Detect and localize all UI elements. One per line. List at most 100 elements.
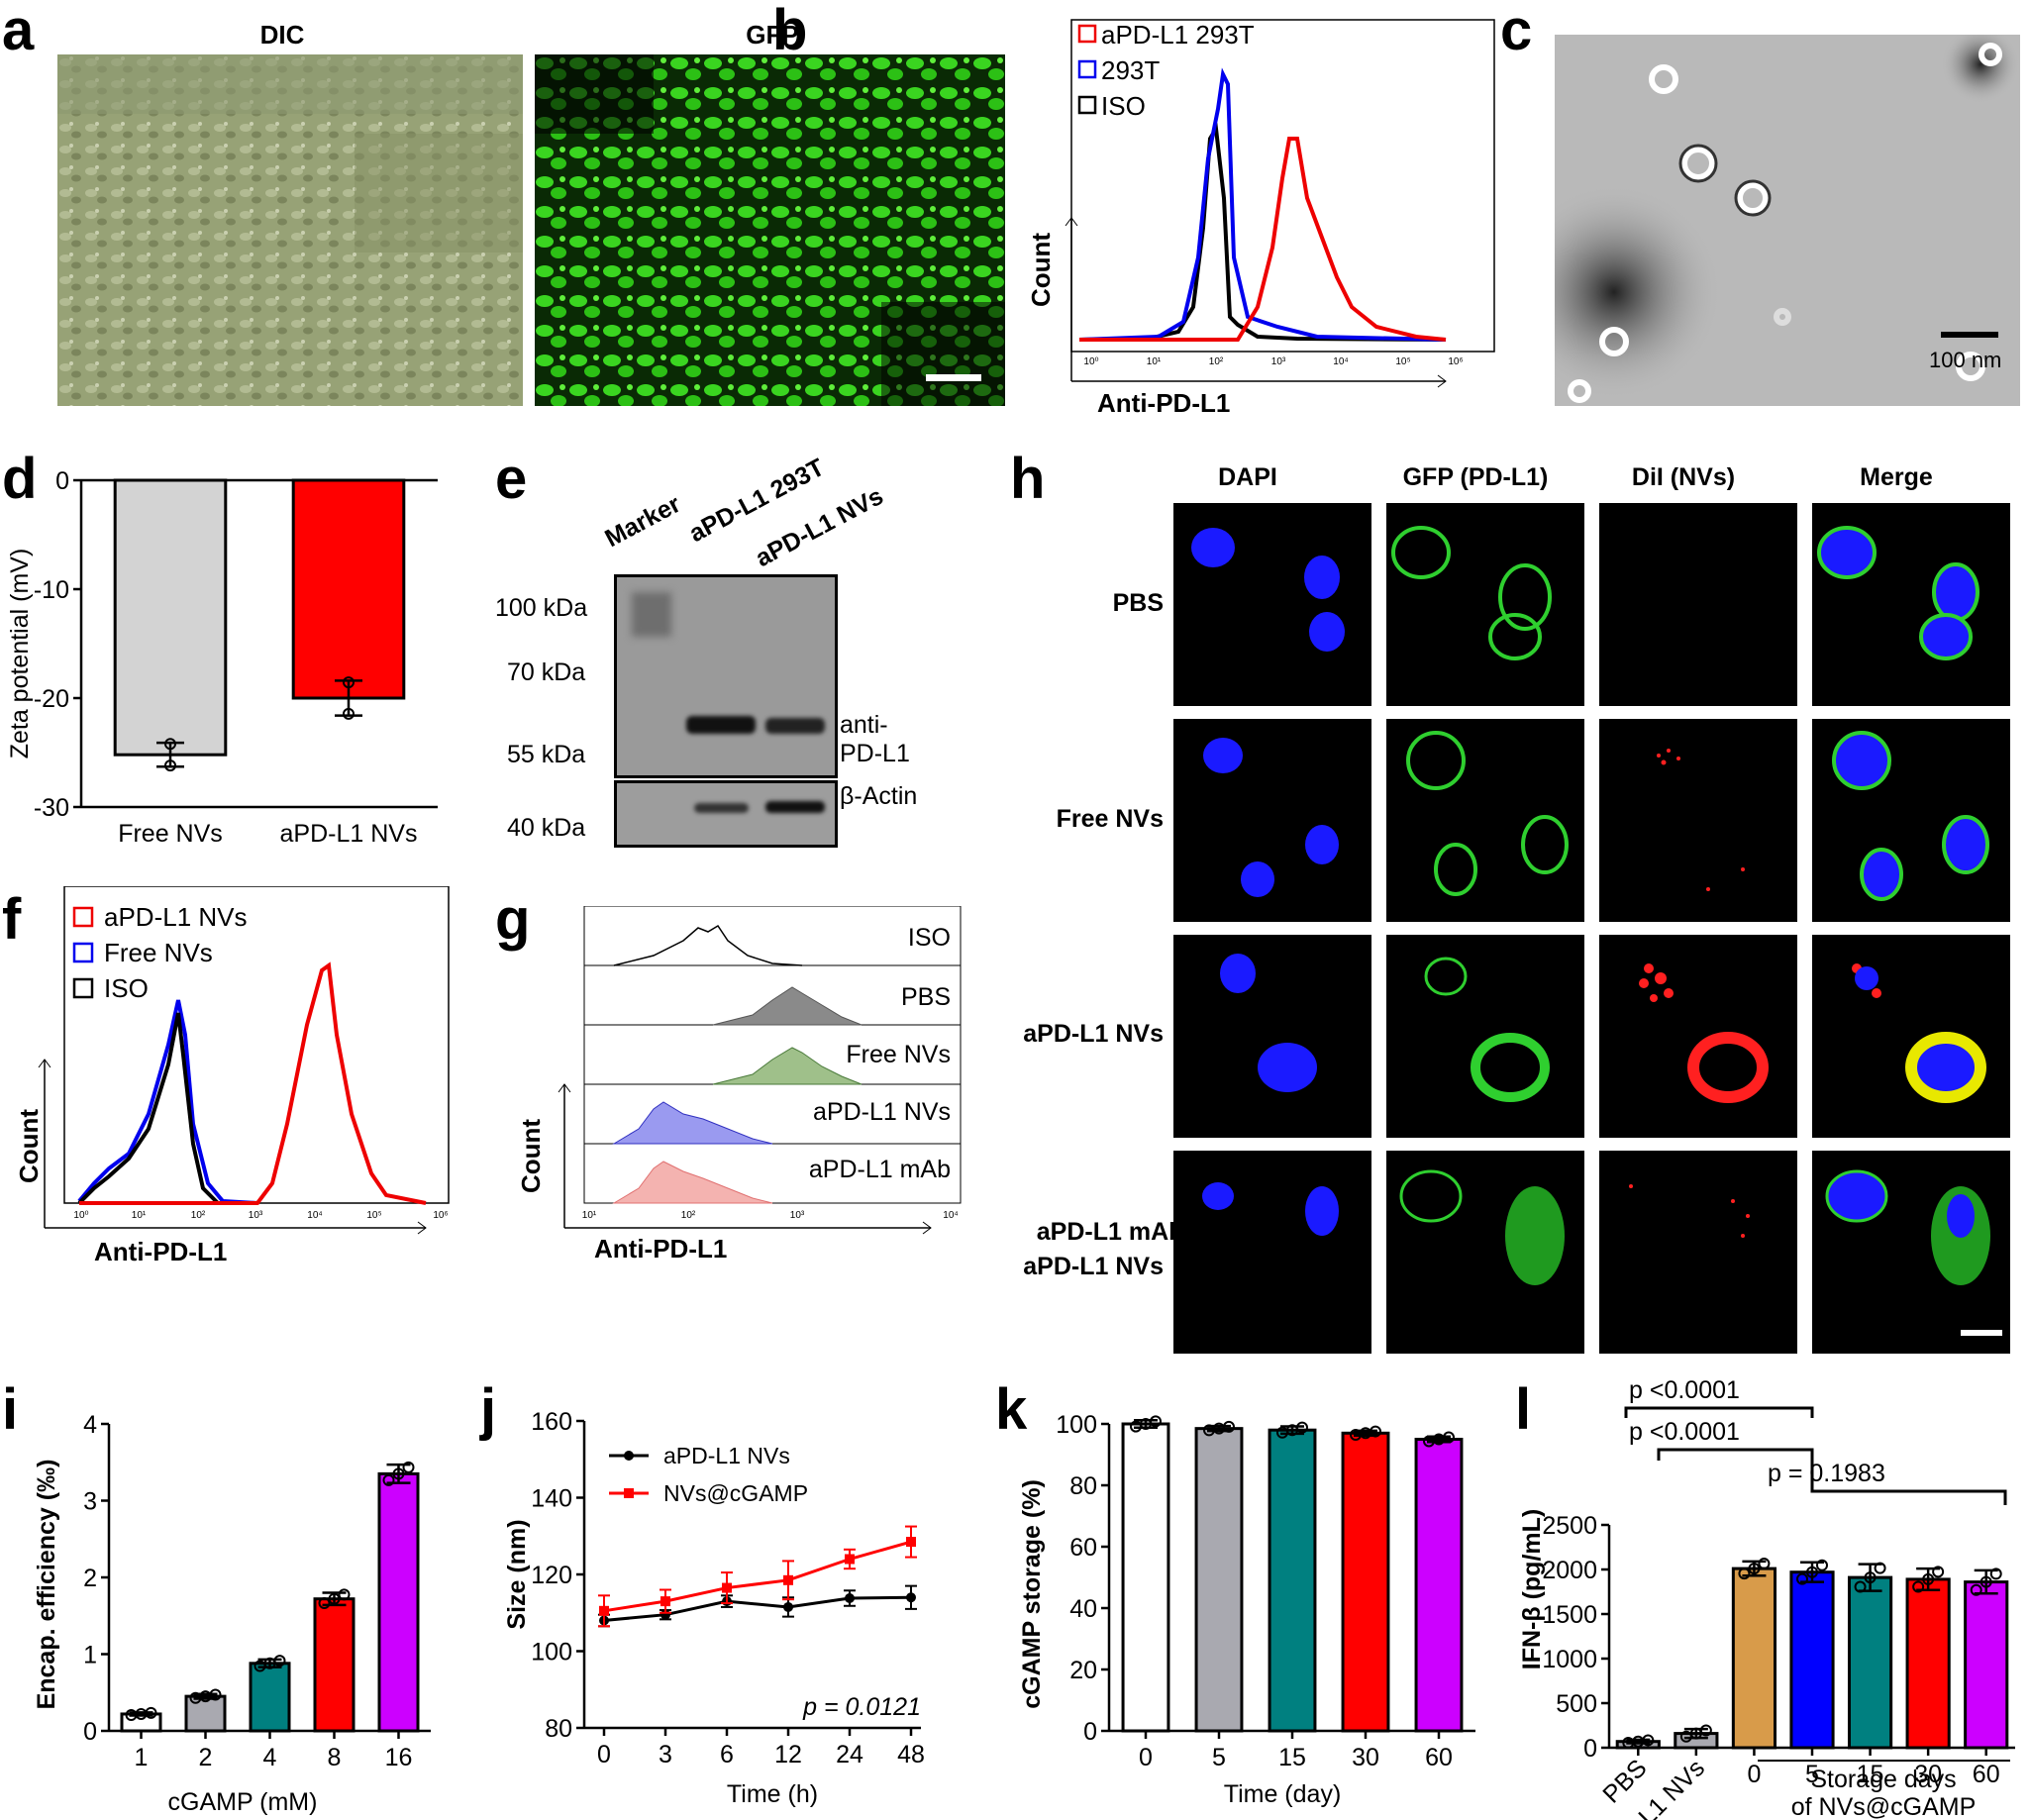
data-point (906, 1592, 916, 1603)
x-tick-label: 30 (1914, 1761, 1942, 1788)
bar (1341, 1431, 1390, 1733)
y-tick-label: 1500 (1542, 1601, 1597, 1629)
y-tick-label: 80 (1069, 1472, 1097, 1500)
data-point (145, 1706, 157, 1719)
data-point (1874, 1562, 1886, 1574)
x-tick-label: 5 (1805, 1761, 1819, 1788)
data-point (343, 707, 355, 720)
h-col-gfp: GFP (PD-L1) (1402, 463, 1549, 491)
j-ylabel: Size (nm) (503, 1519, 531, 1629)
legend-marker (624, 1451, 634, 1461)
data-point (660, 1596, 670, 1607)
y-tick-label: -10 (34, 576, 69, 604)
i-plot: 0 1 2 3 4 1 2 4 8 16 (83, 1411, 431, 1771)
gfp-image (535, 54, 1005, 406)
panel-label-c: c (1500, 0, 1533, 62)
iso-curve (77, 1012, 220, 1205)
mw-55: 55 kDa (507, 741, 586, 768)
x-tick-label: Free NVs (118, 820, 223, 848)
panel-f-histogram: 10⁰ 10¹ 10² 10³ 10⁴ 10⁵ 10⁶ aPD-L1 NVs F… (14, 886, 450, 1266)
data-point (343, 676, 355, 689)
panel-label-e: e (495, 447, 528, 511)
bar (249, 1662, 291, 1733)
dic-title: DIC (259, 20, 305, 50)
data-point (1370, 1425, 1381, 1438)
data-point (722, 1582, 732, 1593)
tick: 10⁶ (433, 1210, 448, 1221)
mw-70: 70 kDa (507, 658, 586, 686)
x-tick-label: 1 (135, 1744, 149, 1771)
row-pbs (1173, 503, 2010, 706)
panel-l-chart: IFN-β (pg/mL) p <0.0001 p <0.0001 p = 0.… (1518, 1376, 2015, 1820)
data-point (1989, 1567, 2002, 1580)
f-xlabel: Anti-PD-L1 (94, 1237, 227, 1266)
data-point (1223, 1420, 1235, 1433)
l-pvalue-3: p = 0.1983 (1768, 1460, 1885, 1487)
y-tick-label: 100 (1056, 1411, 1097, 1439)
data-point (164, 738, 176, 751)
dic-image (57, 54, 523, 406)
l-group-label-2: of NVs@cGAMP (1791, 1793, 1977, 1820)
x-tick-label: aPD-L1 NVs (280, 820, 418, 848)
bar (1905, 1577, 1951, 1750)
legend-iso: ISO (104, 973, 149, 1003)
tick: 10³ (790, 1210, 805, 1221)
b-xlabel: Anti-PD-L1 (1097, 388, 1230, 418)
y-tick-label: 4 (83, 1411, 97, 1439)
panel-e-western: Marker aPD-L1 293T aPD-L1 NVs 100 kDa 70… (495, 454, 921, 861)
y-tick-label: 60 (1069, 1534, 1097, 1562)
tick: 10¹ (1147, 356, 1162, 367)
h-row-mab-2: aPD-L1 NVs (1023, 1253, 1164, 1280)
x-tick-label: 3 (659, 1741, 672, 1769)
free-nvs-curve (77, 999, 258, 1205)
y-tick-label: 1 (83, 1642, 97, 1669)
data-point (164, 759, 176, 772)
x-tick-label: 15 (1857, 1761, 1884, 1788)
legend-apdl1-nvs: aPD-L1 NVs (104, 902, 248, 932)
x-tick-label: 30 (1352, 1744, 1379, 1771)
tick: 10⁵ (1395, 356, 1410, 367)
g-row-apdl1-nvs: aPD-L1 NVs (813, 1098, 951, 1126)
blot-upper (614, 574, 838, 778)
panel-k-chart: cGAMP storage (%) Time (day) 0 20 40 60 80 10… (1018, 1411, 1475, 1808)
g-xlabel: Anti-PD-L1 (594, 1234, 727, 1264)
apdl1-nvs-curve (79, 961, 427, 1205)
gfp-texture (535, 54, 1005, 406)
293t-curve (1078, 67, 1447, 342)
y-tick-label: 3 (83, 1488, 97, 1516)
bar (291, 478, 406, 700)
x-tick-label: 60 (1973, 1761, 2000, 1788)
j-pvalue: p = 0.0121 (802, 1693, 921, 1721)
y-tick-label: 160 (531, 1408, 572, 1436)
data-point (845, 1593, 855, 1604)
x-tick-label: 4 (263, 1744, 277, 1771)
bar (113, 478, 228, 757)
pbs-hist (712, 986, 863, 1026)
data-point (273, 1655, 286, 1668)
panel-j-chart: Size (nm) Time (h) p = 0.0121 8010012014… (503, 1408, 925, 1808)
x-tick-label: 8 (328, 1744, 342, 1771)
f-ylabel: Count (14, 1109, 44, 1183)
data-point (783, 1574, 793, 1585)
d-ylabel: Zeta potential (mV) (6, 549, 34, 759)
tick: 10⁴ (307, 1210, 322, 1221)
l-pvalue-1: p <0.0001 (1629, 1376, 1740, 1404)
bar (1194, 1427, 1244, 1733)
row-free-nvs (1173, 719, 2010, 922)
iso-curve (1078, 122, 1447, 342)
h-col-dapi: DAPI (1218, 463, 1277, 491)
l-pvalue-2: p <0.0001 (1629, 1418, 1740, 1446)
apdl1-mab-hist (612, 1161, 773, 1204)
band-apdl1-nvs (765, 718, 825, 734)
y-tick-label: 2000 (1542, 1557, 1597, 1584)
y-tick-label: 0 (83, 1718, 97, 1746)
y-tick-label: 1000 (1542, 1646, 1597, 1673)
data-point (1642, 1734, 1655, 1747)
y-tick-label: -30 (34, 794, 69, 822)
plot-frame (1070, 19, 1495, 353)
tem-texture (1555, 35, 2020, 403)
k-plot: 0 20 40 60 80 100 0 5 15 30 60 (1056, 1411, 1475, 1771)
i-xlabel: cGAMP (mM) (168, 1788, 318, 1816)
legend-label: NVs@cGAMP (663, 1480, 808, 1506)
data-point (338, 1588, 351, 1601)
